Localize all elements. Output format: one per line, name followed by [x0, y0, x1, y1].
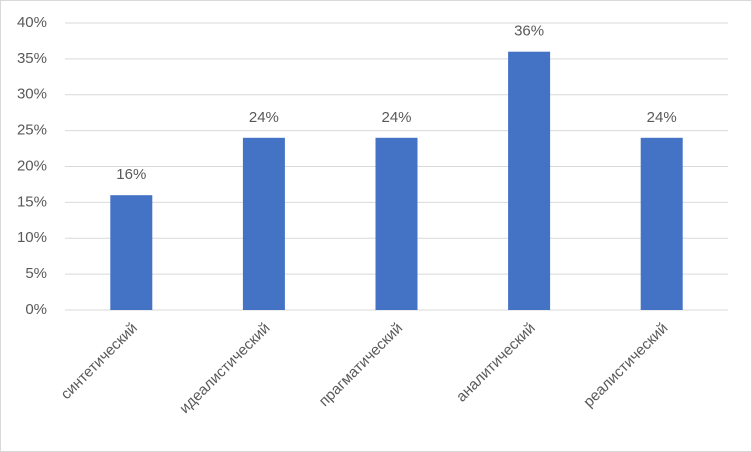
y-tick-label: 5% [25, 265, 47, 282]
data-label: 24% [647, 109, 677, 126]
data-label: 24% [381, 109, 411, 126]
data-label: 36% [514, 23, 544, 40]
y-tick-label: 40% [17, 14, 47, 31]
y-tick-label: 0% [25, 301, 47, 318]
y-tick-label: 10% [17, 229, 47, 246]
bar [508, 51, 551, 310]
data-label: 24% [249, 109, 279, 126]
bar [640, 137, 683, 310]
y-tick-label: 25% [17, 122, 47, 139]
bar [242, 137, 285, 310]
bar [375, 137, 418, 310]
y-tick-label: 15% [17, 193, 47, 210]
data-label: 16% [116, 166, 146, 183]
y-tick-label: 35% [17, 50, 47, 67]
y-tick-label: 30% [17, 86, 47, 103]
bar [110, 195, 153, 310]
y-tick-label: 20% [17, 157, 47, 174]
